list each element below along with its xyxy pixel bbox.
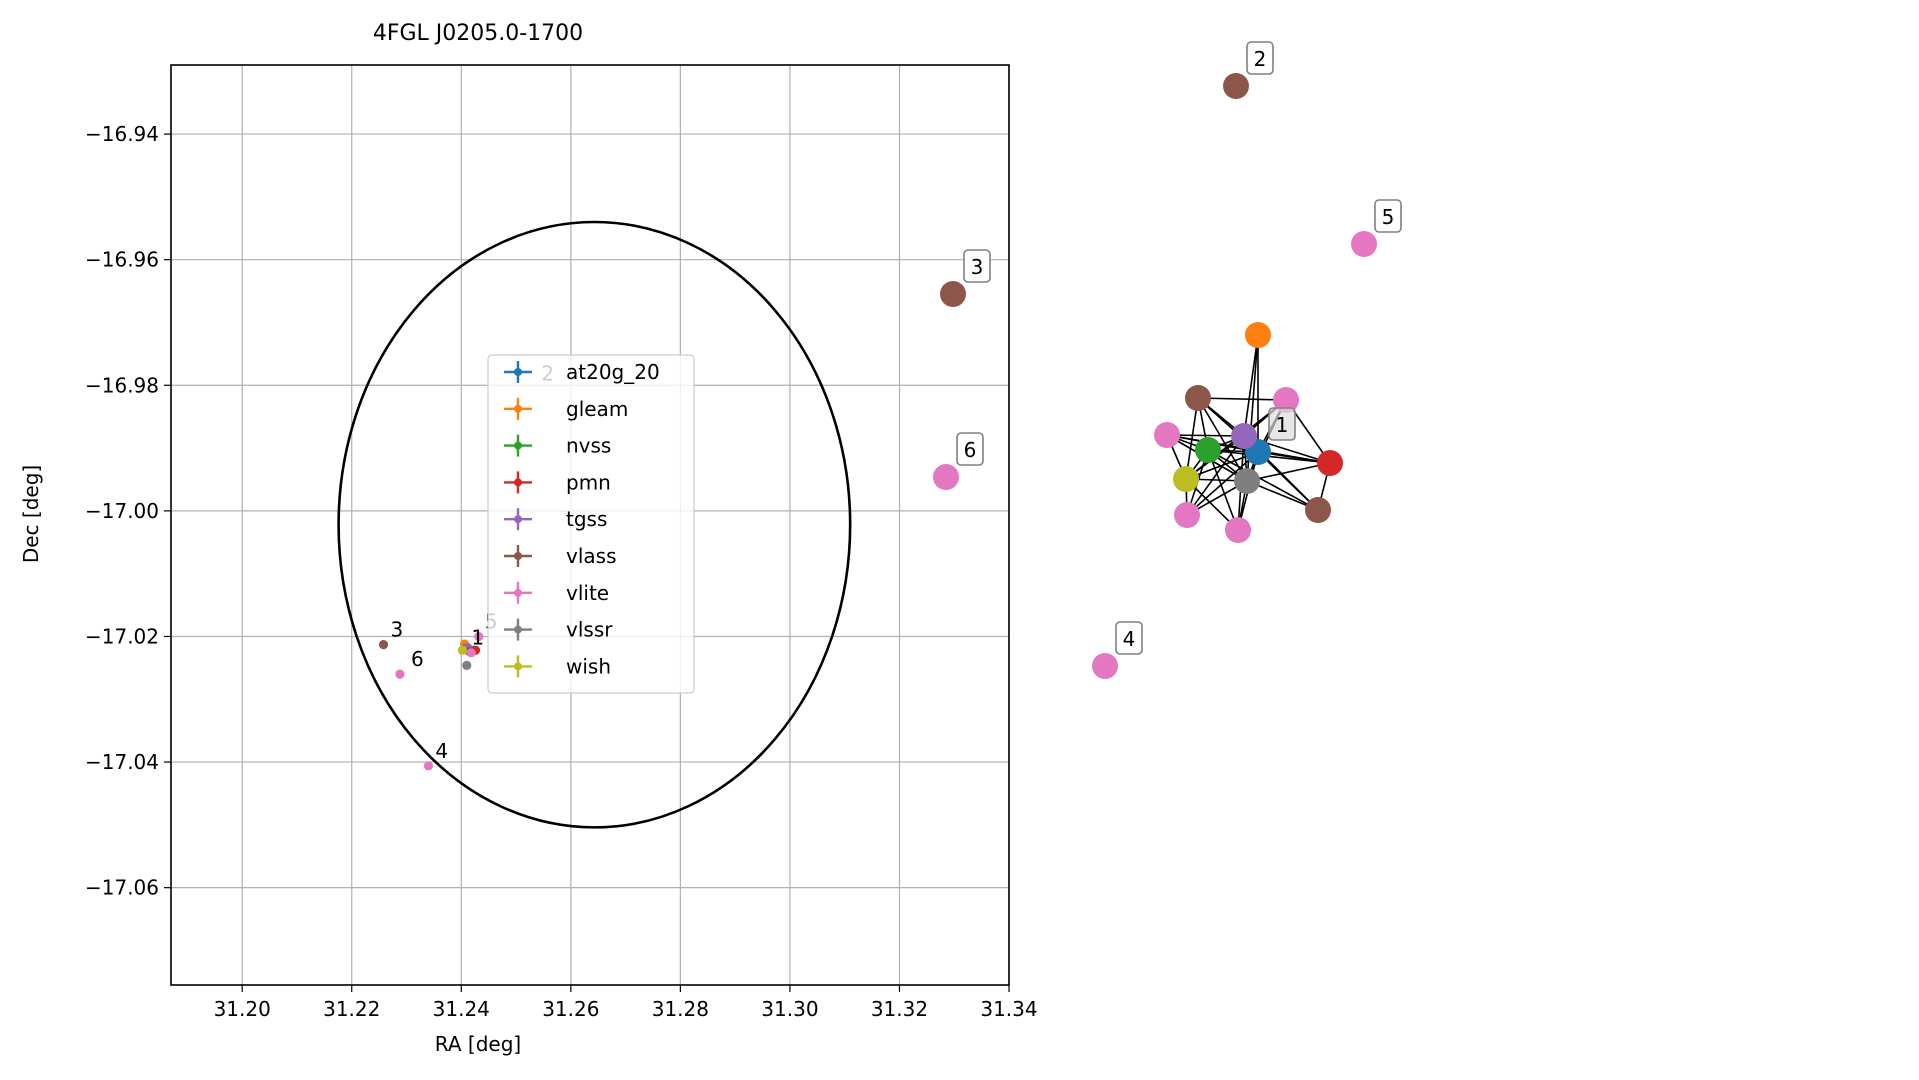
network-node-vlite_b (1154, 422, 1180, 448)
network-node-s5 (1351, 231, 1377, 257)
annotation-3: 3 (391, 618, 404, 642)
network-label-4: 4 (1123, 627, 1136, 651)
network-edge (1243, 334, 1259, 437)
annotation-4: 4 (435, 739, 448, 763)
x-axis-label: RA [deg] (435, 1032, 521, 1056)
network-label-6: 6 (964, 438, 977, 462)
point-vlite (466, 648, 476, 658)
network-node-wish (1173, 466, 1199, 492)
legend-marker-dot (514, 625, 522, 634)
legend-marker-dot (514, 478, 522, 487)
network-edge (1197, 397, 1287, 401)
network-node-tgss (1231, 423, 1257, 449)
network-label-5: 5 (1382, 205, 1395, 229)
legend-marker-dot (514, 662, 522, 671)
network-node-s6 (933, 464, 959, 490)
legend-label-vlssr: vlssr (566, 618, 613, 642)
network-edge (1186, 435, 1245, 516)
x-axis-ticks: 31.20 31.22 31.24 31.26 31.28 31.30 31.32 31.34 (214, 985, 1038, 1021)
network-node-vlass_a (1185, 385, 1211, 411)
legend-marker-dot (514, 441, 522, 450)
legend-label-tgss: tgss (566, 507, 607, 531)
network-node-s2 (1223, 73, 1249, 99)
x-tick-label: 31.24 (433, 997, 490, 1021)
y-tick-label: −17.02 (85, 624, 159, 648)
x-tick-label: 31.30 (761, 997, 818, 1021)
network-label-3: 3 (971, 255, 984, 279)
network-node-labels: 1 2 3 4 5 6 (956, 41, 1402, 655)
network-node-s3 (940, 281, 966, 307)
y-tick-label: −16.96 (85, 248, 159, 272)
annotation-1: 1 (471, 625, 484, 649)
legend-label-vlass: vlass (566, 544, 617, 568)
y-tick-label: −17.00 (85, 499, 159, 523)
x-tick-label: 31.34 (980, 997, 1037, 1021)
legend-box (487, 354, 695, 694)
network-label-box (956, 432, 984, 466)
network-label-box (1374, 199, 1402, 233)
network-node-vlite_c (1174, 502, 1200, 528)
y-tick-label: −16.94 (85, 122, 159, 146)
chart-title: 4FGL J0205.0-1700 (373, 21, 583, 46)
network-label-box (1115, 621, 1143, 655)
network-nodes (933, 73, 1377, 679)
network-node-vlssr (1234, 468, 1260, 494)
y-tick-label: −16.98 (85, 373, 159, 397)
y-axis-label: Dec [deg] (19, 465, 43, 563)
legend-marker-dot (514, 515, 522, 524)
network-label-box (963, 249, 991, 283)
x-tick-label: 31.28 (652, 997, 709, 1021)
legend-label-nvss: nvss (566, 434, 611, 458)
network-node-vlite_a (1273, 387, 1299, 413)
network-node-vlite_d (1225, 517, 1251, 543)
legend-marker-dot (514, 588, 522, 597)
annotation-6: 6 (411, 647, 424, 671)
error-ellipse-group (337, 220, 852, 829)
point-vlite (423, 761, 434, 771)
point-vlite (474, 631, 484, 642)
legend-label-wish: wish (566, 654, 611, 678)
point-vlass (378, 640, 389, 650)
x-tick-label: 31.26 (542, 997, 599, 1021)
network-label-1: 1 (1276, 413, 1289, 437)
network-label-box (1268, 407, 1296, 441)
network-node-s4 (1092, 653, 1118, 679)
network-label-2: 2 (1254, 47, 1267, 71)
network-label-box (1246, 41, 1274, 75)
data-points (378, 631, 484, 771)
network-node-nvss (1195, 437, 1221, 463)
point-wish (457, 645, 467, 655)
y-axis-ticks: −16.94 −16.96 −16.98 −17.00 −17.02 −17.04 −17.… (85, 122, 171, 900)
y-tick-label: −17.06 (85, 876, 159, 900)
network-graph: 1 2 3 4 5 6 (933, 41, 1402, 679)
legend-label-pmn: pmn (566, 470, 611, 494)
point-vlssr (462, 660, 472, 670)
point-vlite (395, 669, 405, 679)
legend-label-vlite: vlite (566, 581, 609, 605)
x-tick-label: 31.32 (871, 997, 928, 1021)
legend-marker-dot (514, 404, 522, 413)
network-node-gleam (1245, 322, 1271, 348)
x-tick-label: 31.22 (323, 997, 380, 1021)
network-edge (1207, 449, 1239, 531)
y-tick-label: −17.04 (85, 750, 159, 774)
legend-label-at20g_20: at20g_20 (566, 360, 660, 384)
x-tick-label: 31.20 (214, 997, 271, 1021)
legend-marker-dot (514, 552, 522, 560)
error-ellipse (337, 220, 852, 829)
axes-frame (170, 64, 1010, 986)
network-node-vlass_b (1305, 497, 1331, 523)
network-node-pmn (1317, 450, 1343, 476)
legend-label-gleam: gleam (566, 397, 628, 421)
legend-marker-dot (514, 368, 522, 376)
